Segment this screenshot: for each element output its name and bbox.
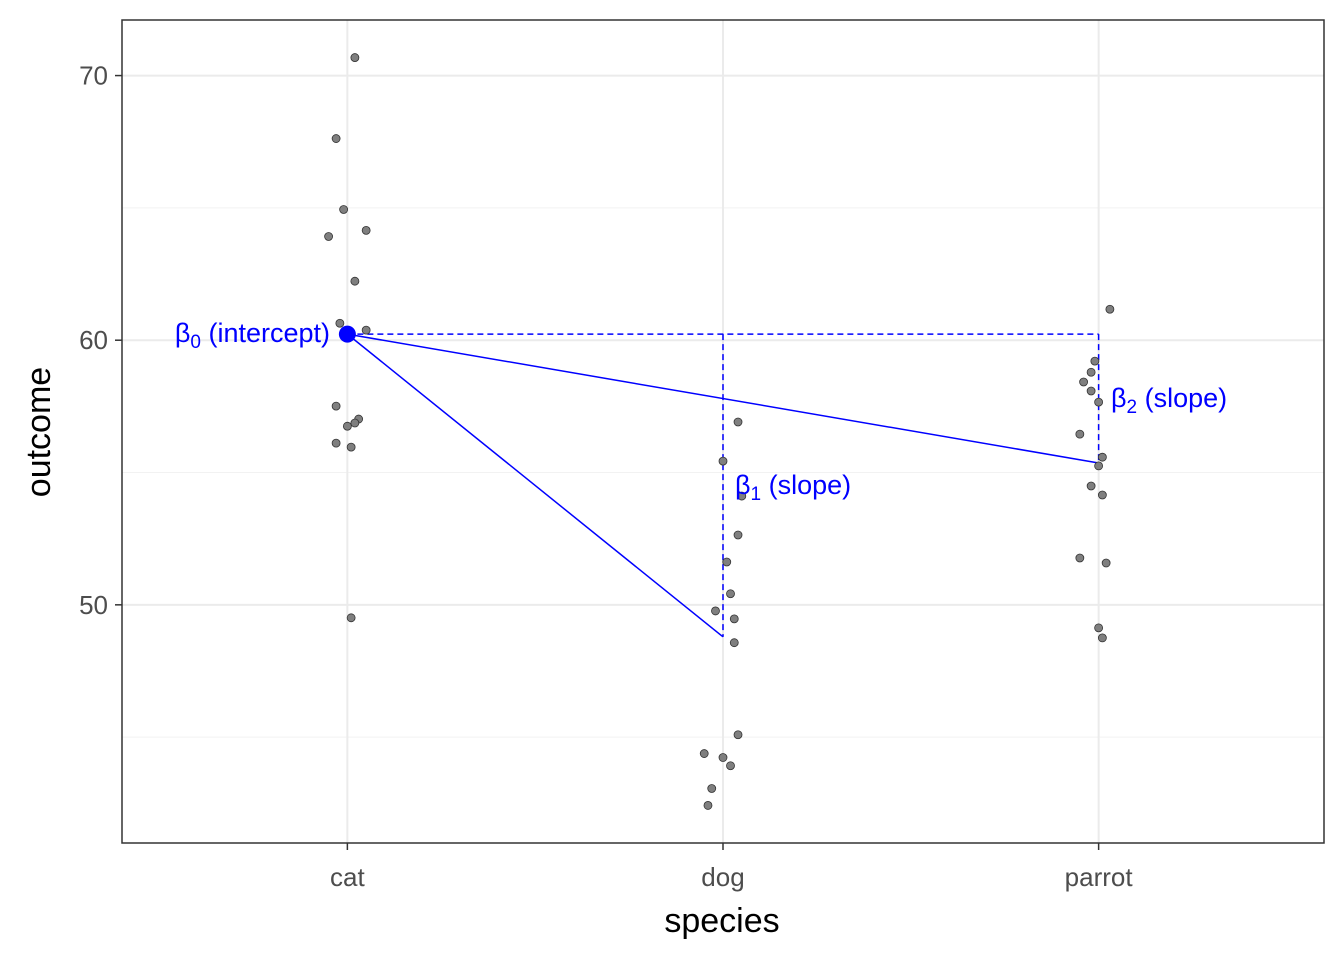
data-point (1097, 633, 1107, 643)
data-point (1097, 452, 1107, 462)
grid (122, 20, 1324, 843)
data-point (718, 456, 728, 466)
data-point (726, 761, 735, 771)
data-point (324, 232, 333, 241)
x-axis-title: species (664, 902, 779, 940)
data-point (733, 730, 743, 740)
data-point (1094, 623, 1104, 633)
data-point (1097, 490, 1107, 500)
y-tick-label: 50 (79, 590, 108, 620)
data-point (1094, 461, 1104, 471)
slope1-label: β1 (slope) (735, 470, 851, 505)
x-tick-label: dog (701, 862, 744, 892)
slope2-label: β2 (slope) (1111, 383, 1227, 418)
data-point (733, 530, 743, 540)
data-point (1086, 386, 1096, 396)
y-axis-title: outcome (20, 367, 58, 497)
data-point (361, 325, 371, 335)
data-point (1075, 429, 1085, 439)
y-tick-label: 70 (79, 61, 108, 91)
data-point (729, 614, 739, 624)
data-point (346, 613, 356, 623)
data-point (1105, 304, 1115, 314)
data-point (1101, 558, 1111, 568)
data-point (346, 442, 356, 452)
data-point (726, 589, 735, 599)
data-point (1075, 553, 1085, 563)
data-point (350, 53, 360, 62)
data-point (718, 753, 728, 762)
data-point (331, 134, 341, 143)
data-point (711, 606, 720, 616)
data-point (331, 401, 341, 411)
data-point (737, 491, 747, 501)
data-point (342, 421, 352, 431)
x-axis: cat dog parrot (330, 843, 1133, 892)
slope1-line (346, 333, 724, 638)
data-point (699, 749, 709, 758)
intercept-label: β0 (intercept) (175, 318, 330, 353)
data-point (339, 205, 349, 214)
data-point (1086, 367, 1096, 377)
data-point (1090, 356, 1100, 366)
data-points (324, 53, 1115, 810)
data-point (722, 557, 732, 567)
data-point (335, 318, 345, 328)
data-point (707, 784, 717, 793)
y-tick-label: 60 (79, 325, 108, 355)
data-point (350, 276, 360, 286)
y-axis: 50 60 70 (79, 61, 122, 620)
x-tick-label: parrot (1065, 862, 1134, 892)
data-point (703, 801, 713, 810)
intercept-point (338, 325, 356, 343)
data-point (350, 418, 360, 428)
data-point (361, 225, 371, 235)
x-tick-label: cat (330, 862, 365, 892)
data-point (331, 438, 341, 448)
data-point (1094, 397, 1104, 407)
data-point (733, 417, 743, 427)
data-point (1086, 481, 1096, 491)
data-point (729, 638, 739, 648)
slope2-line (347, 333, 1099, 464)
data-point (1079, 377, 1088, 387)
